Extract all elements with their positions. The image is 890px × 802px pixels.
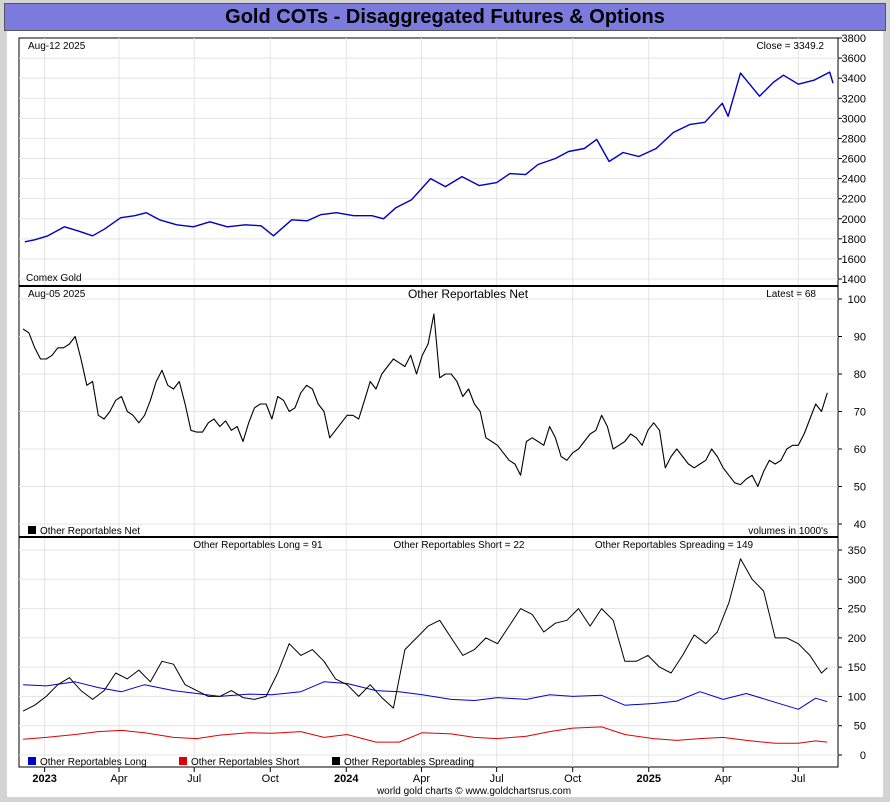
month-gridlines [44, 38, 799, 767]
price-line [24, 71, 834, 243]
y-tick-label: 1600 [842, 254, 866, 266]
y-tick-label: 80 [854, 369, 866, 381]
y-tick-label: 300 [848, 574, 866, 586]
x-tick-label: Jul [490, 773, 504, 785]
chart-frame: 1400 1600 1800 2000 2200 2400 2600 2800 3000 3200… [7, 31, 883, 797]
y-tick-label: 60 [854, 444, 866, 456]
net-latest-label: Latest = 68 [766, 289, 816, 300]
gold-cot-chart: 1400160018002000220024002600280030003200… [18, 33, 866, 797]
y-tick-label: 1400 [842, 274, 866, 286]
x-tick-label: Jul [791, 773, 805, 785]
y-tick-label: 350 [848, 545, 866, 557]
x-tick-label: Jul [187, 773, 201, 785]
y-tick-label: 70 [854, 407, 866, 419]
spreading-line [22, 558, 828, 712]
x-tick-label: Apr [715, 773, 732, 785]
y-tick-label: 150 [848, 662, 866, 674]
legend-swatch-short [179, 757, 187, 765]
long-line [23, 681, 828, 710]
legend-swatch-long [28, 757, 36, 765]
net-legend-swatch [28, 526, 36, 534]
net-panel-grid [19, 298, 838, 525]
x-tick-label: 2024 [334, 773, 359, 785]
x-tick-labels: 2023 Apr Jul Oct 2024 Apr Jul Oct 2025 Apr Jul [32, 767, 805, 785]
short-line [23, 726, 828, 744]
y-tick-label: 1800 [842, 234, 866, 246]
y-tick-label: 2200 [842, 194, 866, 206]
spreading-latest-label: Other Reportables Spreading = 149 [595, 540, 754, 551]
y-tick-label: 3400 [842, 73, 866, 85]
net-legend-label: Other Reportables Net [40, 526, 140, 537]
y-tick-label: 0 [860, 750, 866, 762]
x-tick-label: 2025 [637, 773, 661, 785]
x-tick-label: Apr [110, 773, 127, 785]
y-tick-label: 3800 [842, 33, 866, 45]
net-panel-title: Other Reportables Net [408, 287, 529, 301]
x-tick-label: Apr [413, 773, 430, 785]
y-tick-label: 2000 [842, 214, 866, 226]
y-tick-label: 200 [848, 633, 866, 645]
y-tick-label: 50 [854, 721, 866, 733]
y-tick-label: 3200 [842, 93, 866, 105]
price-close-label: Close = 3349.2 [756, 41, 824, 52]
footer-credit: world gold charts © www.goldchartsrus.co… [376, 786, 571, 797]
units-note: volumes in 1000's [748, 526, 828, 537]
legend-label-spreading: Other Reportables Spreading [344, 757, 474, 768]
y-tick-label: 100 [848, 294, 866, 306]
price-panel-grid [19, 57, 838, 280]
price-date-label: Aug-12 2025 [28, 41, 86, 52]
price-series-label: Comex Gold [26, 273, 82, 284]
positions-series [22, 558, 828, 744]
legend-label-short: Other Reportables Short [191, 757, 300, 768]
net-line [22, 313, 828, 488]
y-tick-label: 50 [854, 482, 866, 494]
x-tick-label: Oct [564, 773, 581, 785]
long-latest-label: Other Reportables Long = 91 [193, 540, 323, 551]
legend-swatch-spreading [332, 757, 340, 765]
price-series [24, 71, 834, 243]
y-tick-label: 40 [854, 519, 866, 531]
y-tick-label: 2400 [842, 174, 866, 186]
short-latest-label: Other Reportables Short = 22 [394, 540, 525, 551]
y-tick-label: 3000 [842, 113, 866, 125]
panels-outline [18, 37, 839, 768]
net-series [22, 313, 828, 488]
y-tick-label: 3600 [842, 53, 866, 65]
y-tick-labels: 1400160018002000220024002600280030003200… [838, 33, 866, 762]
y-tick-label: 250 [848, 604, 866, 616]
net-date-label: Aug-05 2025 [28, 289, 86, 300]
y-tick-label: 100 [848, 691, 866, 703]
x-tick-label: 2023 [32, 773, 56, 785]
legend-label-long: Other Reportables Long [40, 757, 147, 768]
positions-panel-grid [19, 549, 838, 756]
y-tick-label: 2600 [842, 154, 866, 166]
x-tick-label: Oct [262, 773, 279, 785]
y-tick-label: 90 [854, 332, 866, 344]
chart-title: Gold COTs - Disaggregated Futures & Opti… [4, 3, 886, 31]
y-tick-label: 2800 [842, 133, 866, 145]
